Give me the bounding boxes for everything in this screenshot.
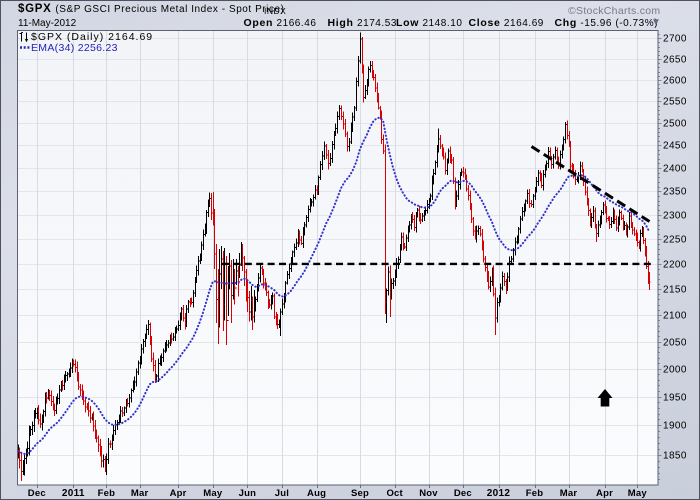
svg-text:2050: 2050 <box>663 338 687 349</box>
svg-text:2012: 2012 <box>487 488 511 499</box>
svg-text:1900: 1900 <box>663 421 687 432</box>
svg-text:Apr: Apr <box>170 488 187 499</box>
svg-text:Mar: Mar <box>131 488 149 499</box>
svg-text:2000: 2000 <box>663 365 687 376</box>
svg-text:2250: 2250 <box>663 235 687 246</box>
svg-text:2500: 2500 <box>663 119 687 130</box>
svg-text:1950: 1950 <box>663 393 687 404</box>
svg-text:1850: 1850 <box>663 451 687 462</box>
svg-text:Sep: Sep <box>351 488 369 499</box>
svg-text:2300: 2300 <box>663 211 687 222</box>
svg-text:Jul: Jul <box>275 488 289 499</box>
svg-text:Jun: Jun <box>239 488 257 499</box>
svg-text:2200: 2200 <box>663 260 687 271</box>
svg-text:Mar: Mar <box>560 488 578 499</box>
svg-text:2150: 2150 <box>663 285 687 296</box>
svg-text:2400: 2400 <box>663 164 687 175</box>
svg-text:2650: 2650 <box>663 55 687 66</box>
svg-text:2450: 2450 <box>663 141 687 152</box>
svg-text:2011: 2011 <box>62 488 85 499</box>
svg-text:2600: 2600 <box>663 76 687 87</box>
svg-text:Apr: Apr <box>596 488 613 499</box>
svg-text:2700: 2700 <box>663 34 687 45</box>
svg-text:May: May <box>628 488 648 499</box>
svg-text:2350: 2350 <box>663 187 687 198</box>
svg-text:Feb: Feb <box>98 488 116 499</box>
svg-text:Aug: Aug <box>307 488 326 499</box>
svg-text:Oct: Oct <box>386 488 403 499</box>
svg-text:Nov: Nov <box>419 488 438 499</box>
svg-text:2550: 2550 <box>663 97 687 108</box>
svg-text:Dec: Dec <box>28 488 46 499</box>
svg-text:May: May <box>203 488 223 499</box>
svg-text:2100: 2100 <box>663 311 687 322</box>
svg-text:Dec: Dec <box>454 488 472 499</box>
svg-text:Feb: Feb <box>526 488 544 499</box>
